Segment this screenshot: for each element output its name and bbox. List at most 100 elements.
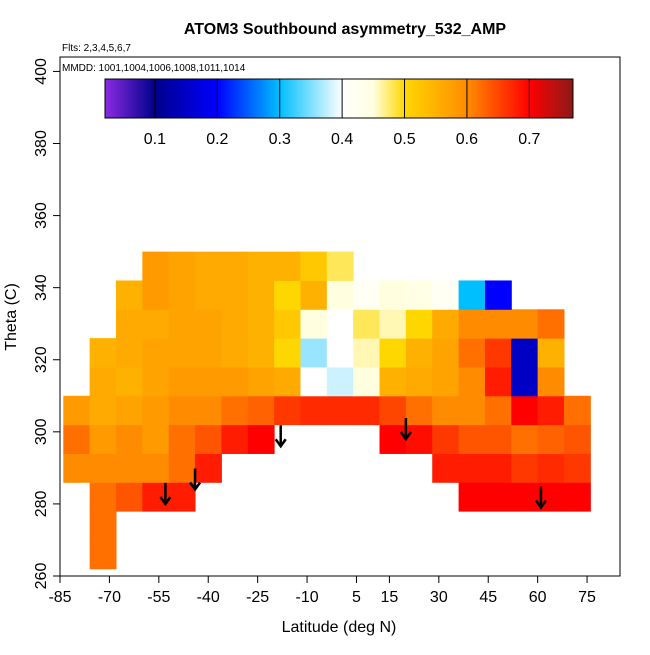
heatmap-cell (168, 309, 196, 339)
heatmap-cell (326, 395, 354, 426)
heatmap-cell (221, 309, 249, 339)
heatmap-cell (379, 366, 407, 397)
x-tick-label: -55 (147, 589, 170, 606)
heatmap-cell (89, 424, 117, 454)
heatmap-cell (142, 395, 170, 426)
heatmap-cell (300, 338, 328, 368)
heatmap-cell (89, 539, 117, 570)
heatmap-cell (116, 338, 143, 368)
heatmap-cell (511, 395, 539, 426)
x-tick-label: 30 (430, 589, 448, 606)
heatmap-cell (274, 251, 301, 281)
heatmap-cell (484, 424, 512, 454)
heatmap-cell (195, 424, 222, 454)
heatmap-cell (247, 395, 275, 426)
y-tick-label: 360 (33, 202, 50, 229)
heatmap-cell (353, 395, 381, 426)
heatmap-cell (458, 395, 486, 426)
x-tick-label: 5 (352, 589, 361, 606)
heatmap-cell (511, 338, 539, 368)
x-tick-label: 75 (578, 589, 596, 606)
heatmap-cell (142, 424, 170, 454)
heatmap-cell (221, 338, 249, 368)
heatmap-cell (221, 424, 249, 454)
heatmap-cell (116, 309, 143, 339)
heatmap-cell (274, 309, 301, 339)
heatmap-cell (405, 309, 433, 339)
heatmap-cell (142, 251, 170, 281)
y-tick-label: 280 (33, 490, 50, 517)
heatmap-cell (511, 309, 539, 339)
heatmap-cell (511, 482, 539, 512)
heatmap-cell (142, 280, 170, 310)
heatmap-cell (168, 280, 196, 310)
heatmap-cell (458, 338, 486, 368)
heatmap-cell (168, 424, 196, 454)
heatmap-cell (247, 251, 275, 281)
heatmap-cell (247, 338, 275, 368)
heatmap-cell (458, 424, 486, 454)
heatmap-cell (537, 395, 565, 426)
heatmap-cell (63, 453, 91, 483)
heatmap-cell (195, 338, 222, 368)
heatmap-cell (432, 453, 460, 483)
x-tick-label: -85 (48, 589, 71, 606)
x-tick-label: 45 (479, 589, 497, 606)
heatmap-cell (195, 280, 222, 310)
heatmap-cell (537, 338, 565, 368)
x-axis-label: Latitude (deg N) (282, 619, 397, 636)
heatmap-cell (195, 309, 222, 339)
heatmap-cell (511, 366, 539, 397)
heatmap-cell (300, 280, 328, 310)
heatmap-cell (89, 366, 117, 397)
y-tick-label: 340 (33, 274, 50, 301)
heatmap-cell (142, 366, 170, 397)
heatmap-cell (63, 395, 91, 426)
y-tick-label: 380 (33, 130, 50, 157)
plot-frame (59, 56, 621, 577)
heatmap-cell (326, 280, 354, 310)
heatmap-cell (458, 453, 486, 483)
heatmap-cell (221, 366, 249, 397)
heatmap-cell (564, 482, 591, 512)
colorbar-tick-label: 0.2 (206, 131, 228, 148)
heatmap-cell (274, 395, 301, 426)
y-tick-label: 320 (33, 346, 50, 373)
heatmap-cell (89, 395, 117, 426)
heatmap-cell (116, 366, 143, 397)
heatmap-cell (432, 395, 460, 426)
heatmap-cell (379, 395, 407, 426)
heatmap-cell (142, 453, 170, 483)
heatmap-cell (405, 338, 433, 368)
arrow (274, 425, 287, 449)
heatmap-cell (511, 424, 539, 454)
heatmap-cell (432, 280, 460, 310)
heatmap-cell (379, 424, 407, 454)
heatmap-cell (379, 280, 407, 310)
arrow (534, 486, 547, 510)
x-tick-label: 60 (529, 589, 547, 606)
colorbar (104, 78, 574, 119)
heatmap-cell (432, 338, 460, 368)
heatmap-cell (195, 453, 222, 483)
annotation: MMDD: 1001,1004,1006,1008,1011,1014 (62, 63, 246, 74)
heatmap-cell (168, 482, 196, 512)
heatmap-cell (326, 251, 354, 281)
heatmap-cell (484, 482, 512, 512)
heatmap-cell (484, 453, 512, 483)
heatmap-cell (274, 366, 301, 397)
heatmap-cell (484, 280, 512, 310)
heatmap-cell (326, 309, 354, 339)
heatmap-cell (564, 453, 591, 483)
heatmap-cell (564, 424, 591, 454)
x-tick-label: -10 (295, 589, 318, 606)
heatmap-cell (511, 453, 539, 483)
heatmap-cell (116, 395, 143, 426)
x-tick-label: -70 (98, 589, 121, 606)
colorbar-tick-label: 0.4 (331, 131, 353, 148)
arrow (189, 468, 202, 492)
heatmap-cell (168, 453, 196, 483)
heatmap-cell (142, 309, 170, 339)
